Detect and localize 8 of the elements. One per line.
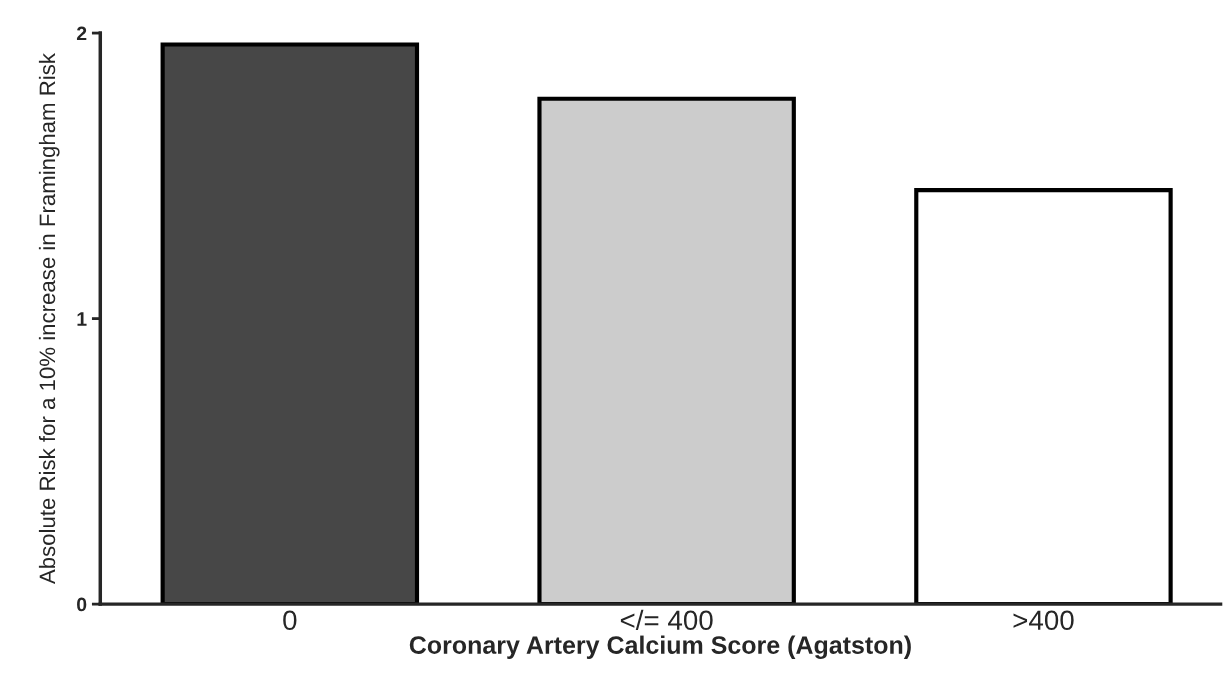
y-tick-label: 1 bbox=[77, 312, 87, 326]
y-axis-title: Absolute Risk for a 10% increase in Framingham Risk bbox=[38, 53, 60, 585]
x-tick-label: 0 bbox=[283, 610, 297, 631]
y-tick-label: 2 bbox=[76, 26, 87, 41]
x-tick-label: </= 400 bbox=[620, 609, 713, 631]
y-tick-label: 0 bbox=[77, 597, 87, 612]
x-tick-label: >400 bbox=[1013, 610, 1074, 631]
x-axis-title: Coronary Artery Calcium Score (Agatston) bbox=[409, 635, 911, 659]
